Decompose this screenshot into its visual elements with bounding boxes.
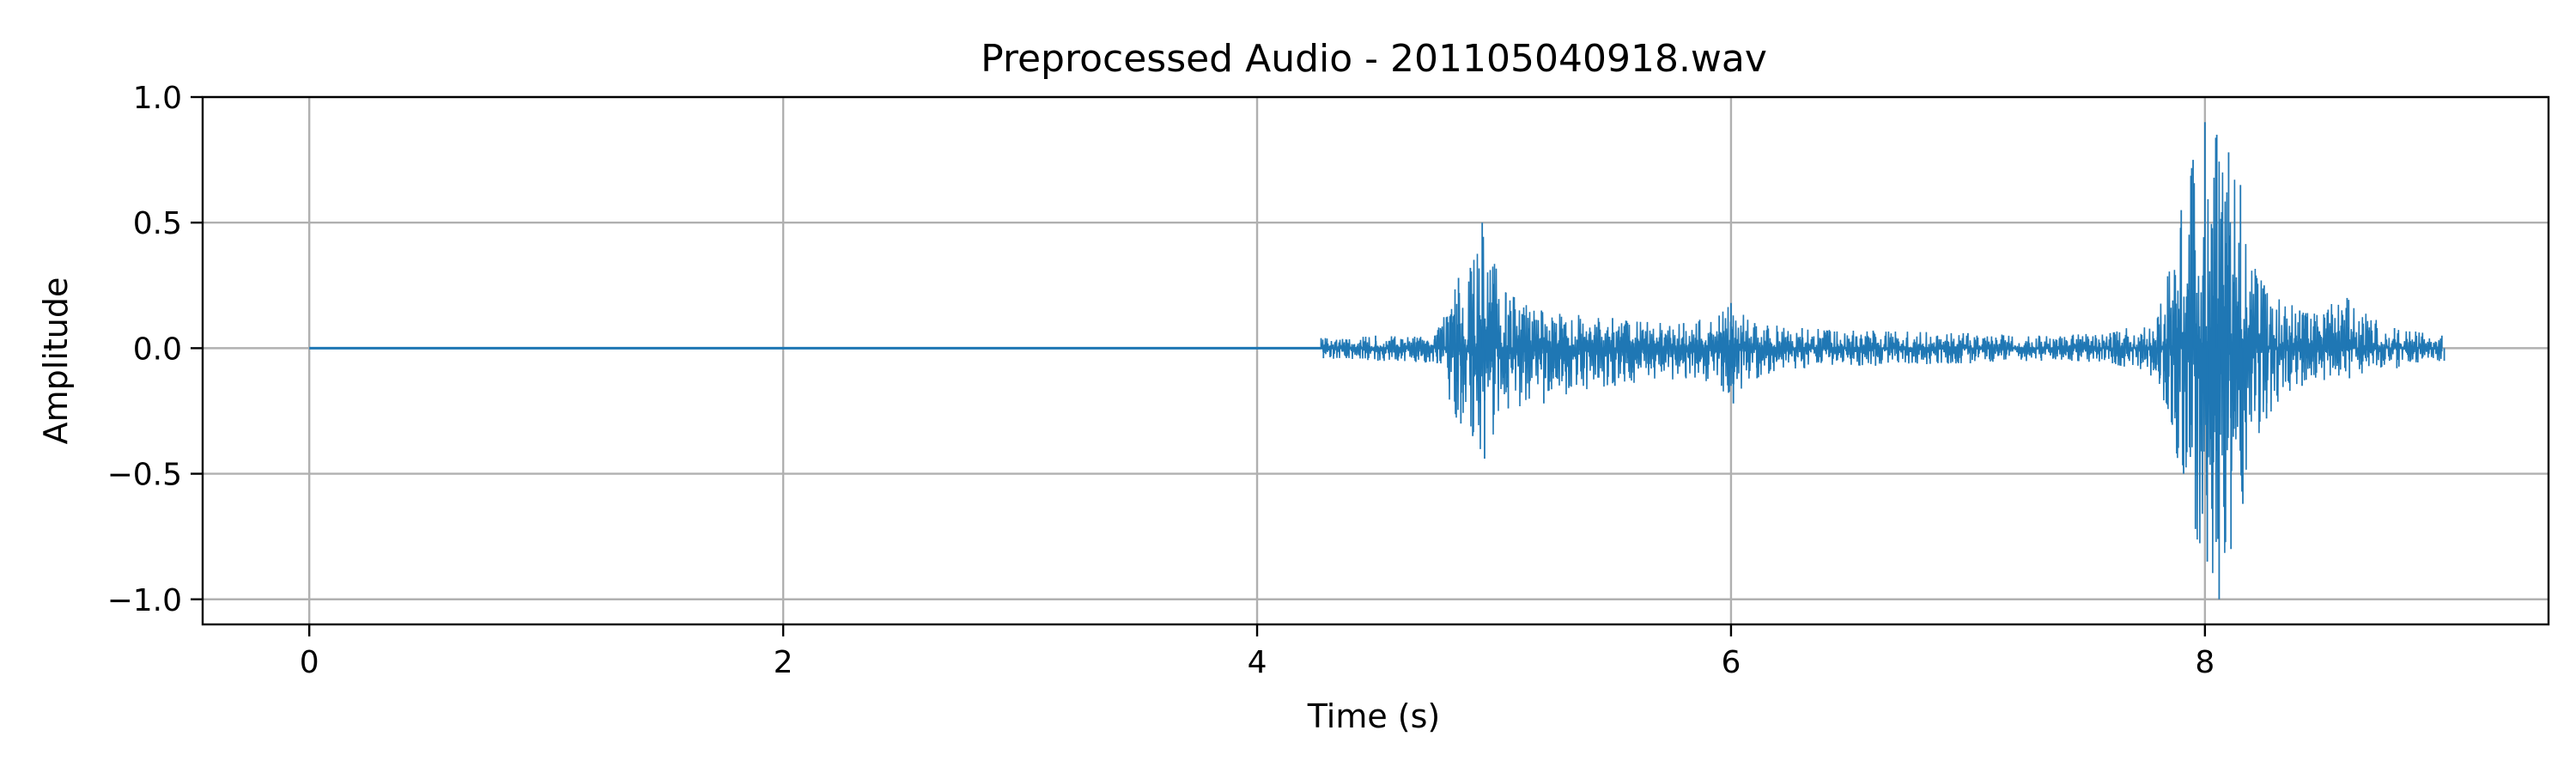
- x-tick-label: 6: [1721, 645, 1741, 680]
- y-tick-label: 0.5: [133, 206, 182, 241]
- y-tick-label: 0.0: [133, 332, 182, 367]
- waveform-series: [309, 122, 2445, 600]
- plot-frame: [201, 95, 2550, 626]
- x-axis-ticks: 0 2 4 6 8: [300, 624, 2215, 680]
- y-tick-label: −0.5: [107, 458, 182, 493]
- y-tick-label: 1.0: [133, 81, 182, 116]
- x-tick-label: 2: [774, 645, 793, 680]
- chart-title: Preprocessed Audio - 201105040918.wav: [981, 37, 1767, 81]
- y-axis-label: Amplitude: [37, 277, 75, 445]
- x-tick-label: 0: [300, 645, 319, 680]
- y-tick-label: −1.0: [107, 583, 182, 618]
- x-axis-label: Time (s): [1307, 697, 1441, 735]
- x-tick-label: 8: [2195, 645, 2215, 680]
- x-tick-label: 4: [1248, 645, 1267, 680]
- y-axis-ticks: 1.0 0.5 0.0 −0.5 −1.0: [107, 81, 203, 618]
